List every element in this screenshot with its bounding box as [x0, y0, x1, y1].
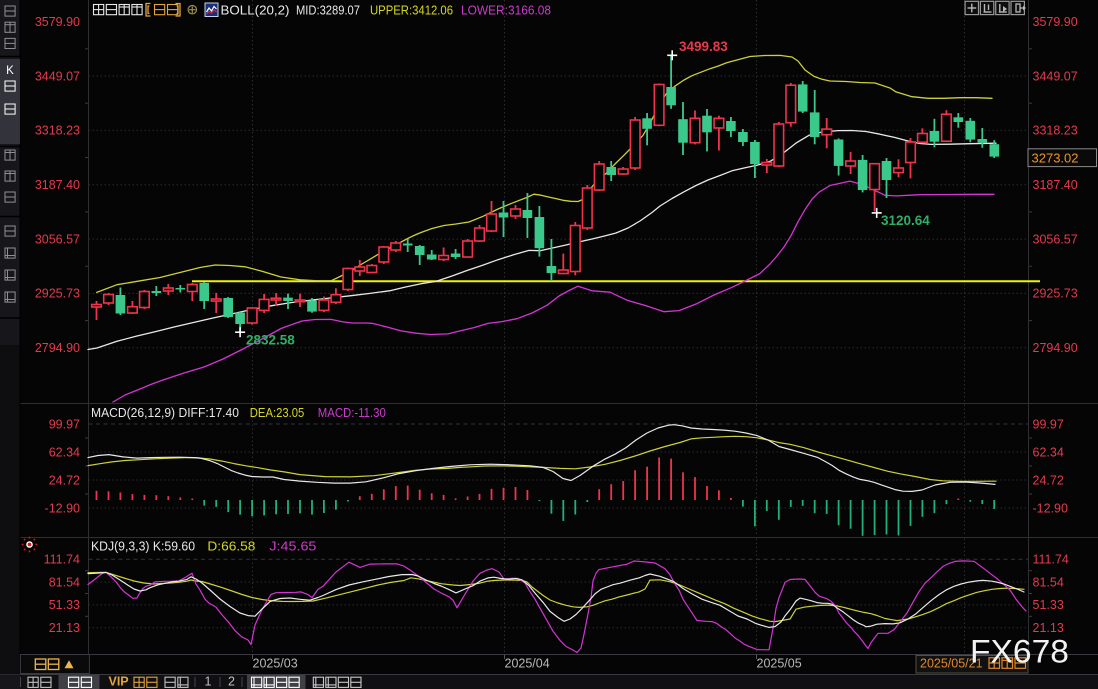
svg-text:3449.07: 3449.07	[1033, 69, 1078, 83]
svg-text:24.72: 24.72	[49, 473, 80, 487]
svg-text:MACD(26,12,9) DIFF:17.40: MACD(26,12,9) DIFF:17.40	[91, 405, 239, 420]
svg-text:D:66.58: D:66.58	[207, 539, 255, 554]
svg-text:111.74: 111.74	[44, 553, 80, 567]
svg-text:2025/05/21: 2025/05/21	[920, 656, 983, 670]
svg-text:2925.73: 2925.73	[35, 287, 80, 301]
svg-text:DEA:23.05: DEA:23.05	[250, 405, 304, 420]
svg-text:1: 1	[205, 675, 212, 689]
svg-text:24.72: 24.72	[1033, 473, 1064, 487]
svg-text:3056.57: 3056.57	[1033, 232, 1078, 246]
svg-text:21.13: 21.13	[49, 621, 80, 635]
svg-text:62.34: 62.34	[1033, 445, 1064, 459]
svg-text:2925.73: 2925.73	[1033, 287, 1078, 301]
svg-text:3318.23: 3318.23	[1033, 124, 1078, 138]
svg-text:3273.02: 3273.02	[1032, 150, 1079, 165]
svg-text:-12.90: -12.90	[45, 501, 80, 515]
svg-text:111.74: 111.74	[1033, 553, 1069, 567]
svg-text:21.13: 21.13	[1033, 621, 1064, 635]
svg-text:KDJ(9,3,3) K:59.60: KDJ(9,3,3) K:59.60	[91, 539, 195, 554]
svg-text:3056.57: 3056.57	[35, 232, 80, 246]
svg-text:MID:3289.07: MID:3289.07	[296, 3, 360, 18]
svg-text:51.33: 51.33	[49, 598, 80, 612]
svg-text:3120.64: 3120.64	[881, 213, 930, 228]
svg-text:2832.58: 2832.58	[246, 333, 295, 348]
svg-text:2025/03: 2025/03	[253, 656, 298, 670]
svg-text:MACD:-11.30: MACD:-11.30	[318, 405, 386, 420]
svg-text:3579.90: 3579.90	[1033, 15, 1078, 29]
svg-text:2025/04: 2025/04	[505, 656, 550, 670]
svg-text:LOWER:3166.08: LOWER:3166.08	[461, 3, 551, 18]
svg-text:BOLL(20,2): BOLL(20,2)	[221, 3, 290, 18]
svg-text:99.97: 99.97	[49, 417, 80, 431]
svg-text:3499.83: 3499.83	[679, 39, 728, 54]
svg-text:-12.90: -12.90	[1033, 501, 1068, 515]
svg-text:3449.07: 3449.07	[35, 69, 80, 83]
svg-text:2794.90: 2794.90	[1033, 341, 1078, 355]
svg-text:51.33: 51.33	[1033, 598, 1064, 612]
svg-text:3187.40: 3187.40	[1033, 178, 1078, 192]
svg-text:2: 2	[228, 675, 235, 689]
svg-text:VIP: VIP	[109, 675, 129, 689]
svg-text:UPPER:3412.06: UPPER:3412.06	[370, 3, 453, 18]
svg-text:62.34: 62.34	[49, 445, 80, 459]
svg-text:3579.90: 3579.90	[35, 15, 80, 29]
svg-text:2025/05: 2025/05	[757, 656, 802, 670]
svg-text:FX678: FX678	[970, 634, 1069, 670]
svg-text:81.54: 81.54	[1033, 575, 1064, 589]
svg-text:3318.23: 3318.23	[35, 124, 80, 138]
svg-text:99.97: 99.97	[1033, 417, 1064, 431]
svg-text:J:45.65: J:45.65	[269, 539, 316, 554]
svg-text:3187.40: 3187.40	[35, 178, 80, 192]
svg-text:K: K	[6, 65, 14, 77]
svg-text:81.54: 81.54	[49, 575, 80, 589]
svg-text:2794.90: 2794.90	[35, 341, 80, 355]
